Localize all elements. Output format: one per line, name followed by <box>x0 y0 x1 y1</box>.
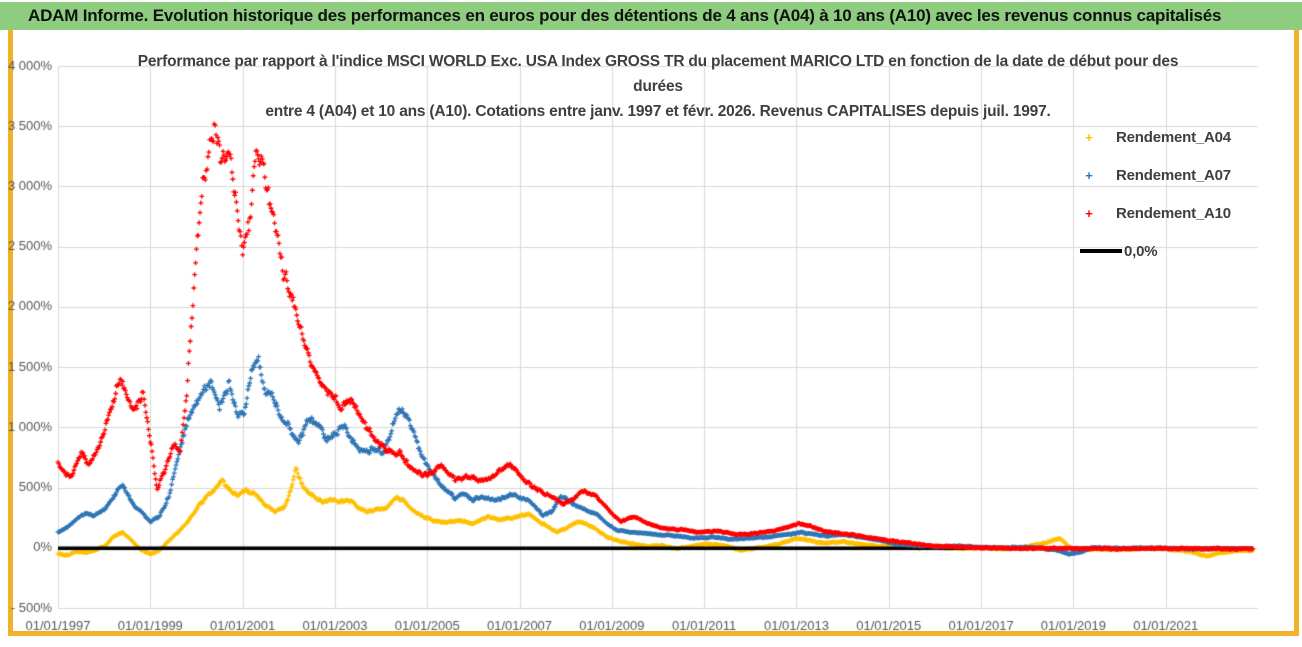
legend-item-rendement-a10: + Rendement_A10 <box>1080 194 1270 232</box>
legend-item-rendement-a07: + Rendement_A07 <box>1080 156 1270 194</box>
chart-title: Performance par rapport à l'indice MSCI … <box>58 49 1258 124</box>
legend-item-rendement-a04: + Rendement_A04 <box>1080 118 1270 156</box>
zero-line-swatch <box>1080 249 1122 253</box>
plus-marker-icon: + <box>1085 129 1093 145</box>
chart-title-line-1: Performance par rapport à l'indice MSCI … <box>137 53 1179 70</box>
header-title: ADAM Informe. Evolution historique des p… <box>28 6 1222 25</box>
legend: + Rendement_A04 + Rendement_A07 + Rendem… <box>1080 118 1270 270</box>
legend-label: Rendement_A04 <box>1116 128 1231 146</box>
plus-marker-icon: + <box>1085 205 1093 221</box>
chart-title-line-3: entre 4 (A04) et 10 ans (A10). Cotations… <box>265 103 1051 120</box>
plus-marker-icon: + <box>1085 167 1093 183</box>
header-bar: ADAM Informe. Evolution historique des p… <box>0 2 1302 30</box>
legend-label: Rendement_A10 <box>1116 204 1231 222</box>
legend-label: 0,0% <box>1124 242 1158 260</box>
legend-item-zero-line: 0,0% <box>1080 232 1270 270</box>
chart-title-line-2: durées <box>633 78 683 95</box>
legend-label: Rendement_A07 <box>1116 166 1231 184</box>
